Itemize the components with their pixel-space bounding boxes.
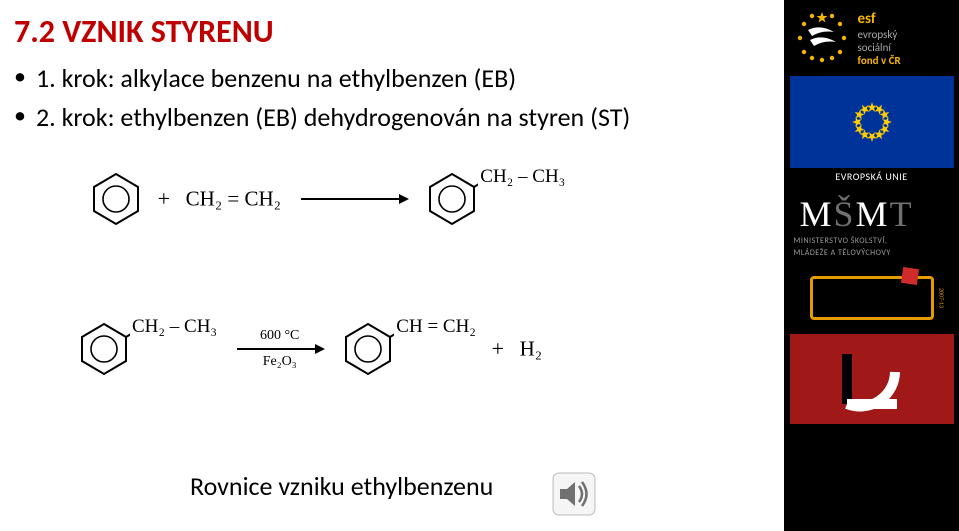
ethylene-formula: CH₂ = CH₂	[186, 187, 281, 211]
slide-title: 7.2 VZNIK STYRENU	[14, 12, 764, 51]
reaction-caption: Rovnice vzniku ethylbenzenu	[190, 470, 493, 502]
esf-text-line1: esf	[858, 10, 901, 28]
reaction-arrow-2: 600 °C Fe₂O₃	[235, 328, 325, 370]
msmt-letter-T: T	[890, 193, 912, 235]
ethylbenzene-2: CH₂ – CH₃	[78, 320, 217, 378]
bullet-marker: •	[14, 61, 26, 92]
vinyl-substituent: CH = CH₂	[396, 316, 476, 338]
msmt-logo: M Š M T MINISTERSTVO ŠKOLSTVÍ, MLÁDEŽE A…	[790, 187, 954, 260]
ethyl-substituent-2: CH₂ – CH₃	[132, 316, 217, 338]
arrow-bottom-label: Fe₂O₃	[263, 354, 297, 370]
esf-logo: esf evropský sociální fond v ČR	[784, 4, 959, 72]
reaction-2: CH₂ – CH₃ 600 °C Fe₂O₃ CH = CH₂ + H₂	[78, 320, 542, 378]
msmt-letter-S: Š	[834, 193, 854, 235]
msmt-caption-2: MLÁDEŽE A TĚLOVÝCHOVY	[794, 249, 950, 259]
speaker-icon[interactable]	[552, 472, 596, 521]
sidebar-logos: esf evropský sociální fond v ČR	[784, 0, 959, 531]
main-content: 7.2 VZNIK STYRENU • 1. krok: alkylace be…	[0, 0, 784, 531]
bullet-text-1: 1. krok: alkylace benzenu na ethylbenzen…	[36, 61, 516, 96]
ethyl-substituent: CH₂ – CH₃	[480, 166, 565, 188]
bullet-row-1: • 1. krok: alkylace benzenu na ethylbenz…	[14, 61, 764, 96]
opvk-logo: 2007-13	[802, 270, 942, 326]
hydrogen-byproduct: H₂	[520, 337, 543, 361]
plus-sign-2: +	[492, 336, 504, 361]
vste-logo	[790, 334, 954, 424]
eu-caption: EVROPSKÁ UNIE	[835, 170, 907, 183]
benzene-ring	[90, 170, 142, 228]
opvk-years: 2007-13	[938, 288, 946, 308]
esf-text-line3: sociální	[858, 41, 901, 54]
eu-flag-logo: EVROPSKÁ UNIE	[784, 74, 959, 185]
msmt-caption-1: MINISTERSTVO ŠKOLSTVÍ,	[794, 237, 950, 247]
esf-text-line4: fond v ČR	[858, 54, 901, 67]
msmt-letter-M2: M	[856, 193, 888, 235]
bullet-marker: •	[14, 100, 26, 131]
esf-text-line2: evropský	[858, 28, 901, 41]
reaction-1: + CH₂ = CH₂ CH₂ – CH₃	[90, 170, 565, 228]
bullet-text-2: 2. krok: ethylbenzen (EB) dehydrogenován…	[36, 100, 630, 135]
ethylbenzene: CH₂ – CH₃	[426, 170, 565, 228]
bullet-row-2: • 2. krok: ethylbenzen (EB) dehydrogenov…	[14, 100, 764, 135]
slide: 7.2 VZNIK STYRENU • 1. krok: alkylace be…	[0, 0, 959, 531]
msmt-letter-M1: M	[800, 193, 832, 235]
styrene: CH = CH₂	[342, 320, 476, 378]
plus-sign: +	[158, 186, 170, 211]
reaction-arrow	[299, 192, 409, 206]
